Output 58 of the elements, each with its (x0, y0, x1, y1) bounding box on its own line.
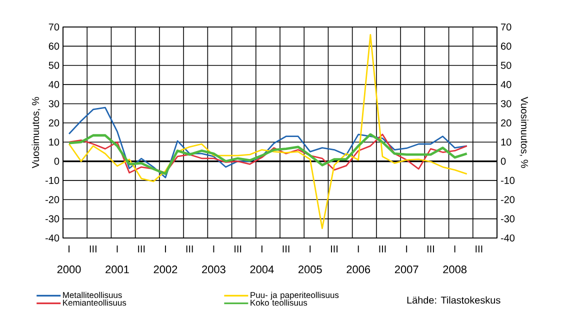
y-tick-label: -40 (46, 234, 60, 242)
x-tick-label: I (406, 246, 408, 252)
y-tick-label: -30 (46, 215, 60, 222)
legend-label: Koko teollisuus (250, 299, 308, 306)
y2-tick-label: 50 (500, 62, 512, 69)
x-tick-label: I (454, 246, 456, 252)
y2-tick-label: 20 (501, 119, 512, 126)
x-tick-label: III (234, 246, 242, 252)
x-tick-label: I (165, 246, 166, 252)
y2-tick-label: 10 (501, 138, 512, 146)
text: 2005 (298, 266, 322, 274)
y2-tick-label: -10 (500, 176, 515, 184)
text: 2004 (250, 266, 274, 274)
x-tick-label: III (90, 246, 96, 252)
y-tick-label: 10 (49, 138, 60, 146)
y-tick-label: 20 (48, 119, 60, 126)
text: 2007 (394, 266, 418, 274)
x-tick-label: III (138, 246, 145, 252)
legend-label: Metalliteollisuus (63, 292, 122, 298)
y-tick-label: -10 (46, 176, 60, 184)
x-tick-label: III (476, 246, 482, 252)
x-tick-label: III (282, 246, 290, 252)
legend-label: Puu- ja paperiteollisuus (250, 292, 339, 300)
y-tick-label: 70 (48, 23, 60, 31)
y2-tick-label: 70 (501, 23, 512, 31)
y2-tick-label: 0 (500, 158, 506, 165)
y-tick-label: 40 (48, 81, 60, 88)
text: 2000 (57, 266, 81, 274)
y-tick-label: 60 (48, 42, 60, 50)
y2-tick-label: 60 (501, 42, 512, 50)
x-tick-label: I (116, 246, 118, 252)
y-tick-label: 50 (48, 62, 60, 69)
y2-tick-label: 30 (500, 100, 512, 108)
y-tick-label: 30 (48, 100, 60, 108)
x-tick-label: III (186, 246, 193, 252)
x-tick-label: III (379, 246, 386, 252)
y-tick-label: -20 (46, 196, 60, 204)
x-tick-label: I (358, 246, 359, 252)
x-tick-label: I (68, 246, 70, 252)
text: 2003 (202, 266, 226, 274)
y-axis-title: Vuosimuutos, % (32, 97, 40, 168)
y2-tick-label: -30 (500, 215, 515, 222)
legend-label: Kemianteollisuus (63, 299, 126, 306)
text: 2001 (106, 266, 129, 274)
y2-tick-label: 40 (500, 81, 512, 88)
y2-tick-label: -20 (500, 196, 515, 204)
x-tick-label: III (331, 246, 338, 252)
text: 2008 (443, 266, 467, 274)
y2-axis-title: Vuosimuutos, % (520, 96, 528, 168)
text: Lähde: Tilastokeskus (407, 296, 500, 304)
y2-tick-label: -40 (500, 234, 515, 242)
x-tick-label: I (213, 246, 214, 252)
x-tick-label: III (427, 246, 434, 252)
text: 2002 (154, 266, 178, 274)
x-tick-label: I (261, 246, 262, 252)
y-tick-label: 0 (54, 158, 60, 165)
x-tick-label: I (310, 246, 311, 252)
text: 2006 (346, 266, 370, 274)
